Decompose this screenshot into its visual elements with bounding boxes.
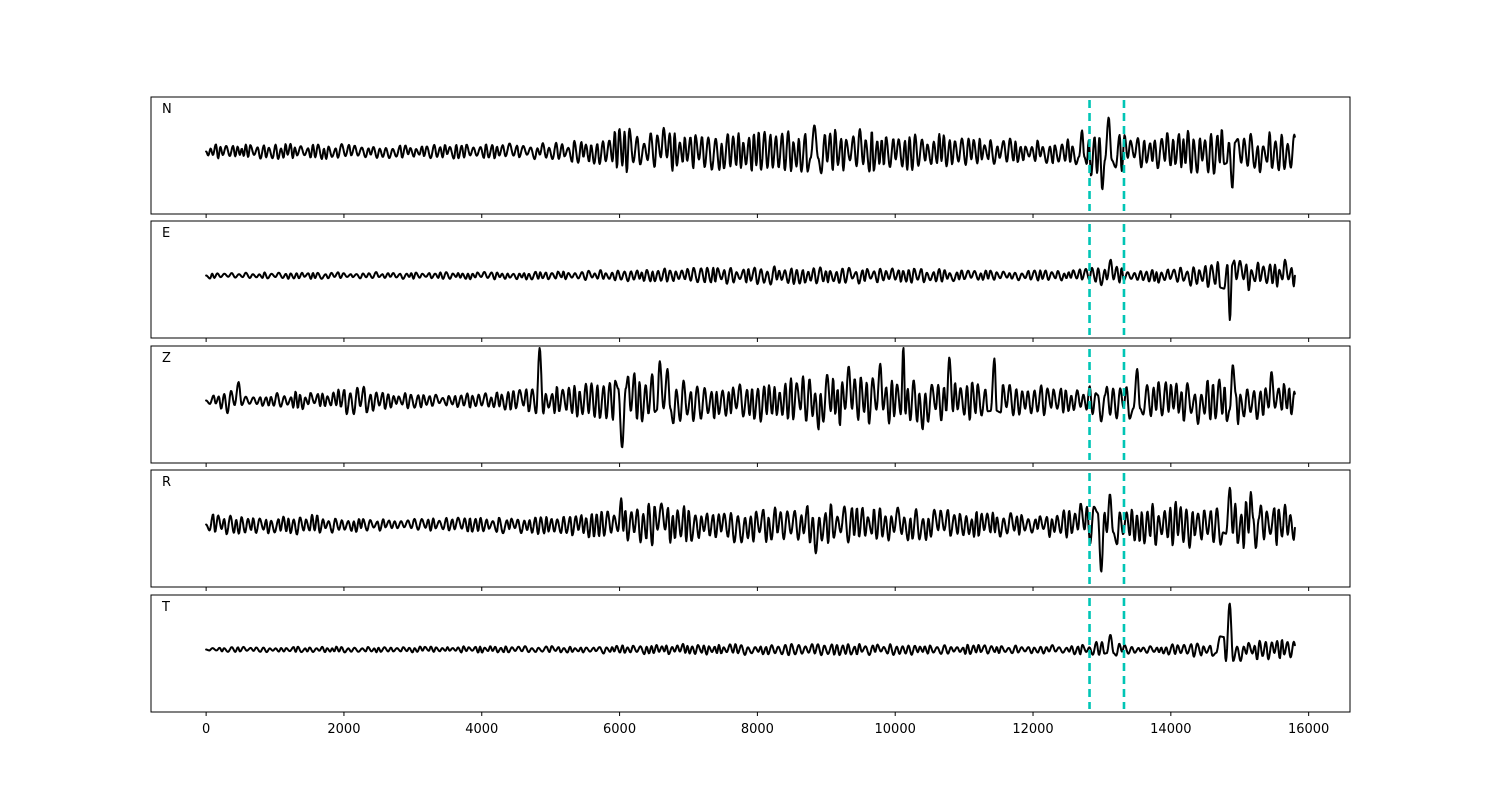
x-tick-label: 2000 bbox=[327, 722, 360, 737]
x-tick-label: 10000 bbox=[875, 722, 916, 737]
x-tick-label: 16000 bbox=[1288, 722, 1329, 737]
x-tick-label: 14000 bbox=[1150, 722, 1191, 737]
waveform-trace bbox=[205, 486, 1296, 573]
x-tick-label: 0 bbox=[202, 722, 210, 737]
x-tick-label: 8000 bbox=[741, 722, 774, 737]
panel-frame bbox=[150, 594, 1351, 713]
panel-frame bbox=[150, 469, 1351, 588]
waveform-trace bbox=[205, 347, 1296, 449]
channel-label: T bbox=[161, 600, 170, 615]
x-tick-label: 6000 bbox=[603, 722, 636, 737]
panel-frame bbox=[150, 345, 1351, 464]
panel-frame bbox=[150, 96, 1351, 215]
panel-n: N bbox=[150, 96, 1351, 218]
channel-label: E bbox=[162, 226, 170, 241]
channel-label: Z bbox=[162, 351, 171, 366]
panel-frame bbox=[150, 220, 1351, 339]
panels-group: N E Z R T bbox=[150, 96, 1351, 716]
channel-label: N bbox=[162, 102, 172, 117]
waveform-trace bbox=[205, 258, 1296, 321]
panel-t: T bbox=[150, 594, 1351, 716]
waveform-trace bbox=[205, 116, 1296, 191]
panel-z: Z bbox=[150, 345, 1351, 467]
x-axis: 0 2000 4000 6000 8000 10000 12000 14000 16000 bbox=[202, 722, 1329, 737]
waveform-trace bbox=[205, 602, 1296, 662]
x-tick-label: 12000 bbox=[1012, 722, 1053, 737]
channel-label: R bbox=[162, 475, 171, 490]
panel-e: E bbox=[150, 220, 1351, 342]
x-tick-label: 4000 bbox=[465, 722, 498, 737]
panel-r: R bbox=[150, 469, 1351, 591]
